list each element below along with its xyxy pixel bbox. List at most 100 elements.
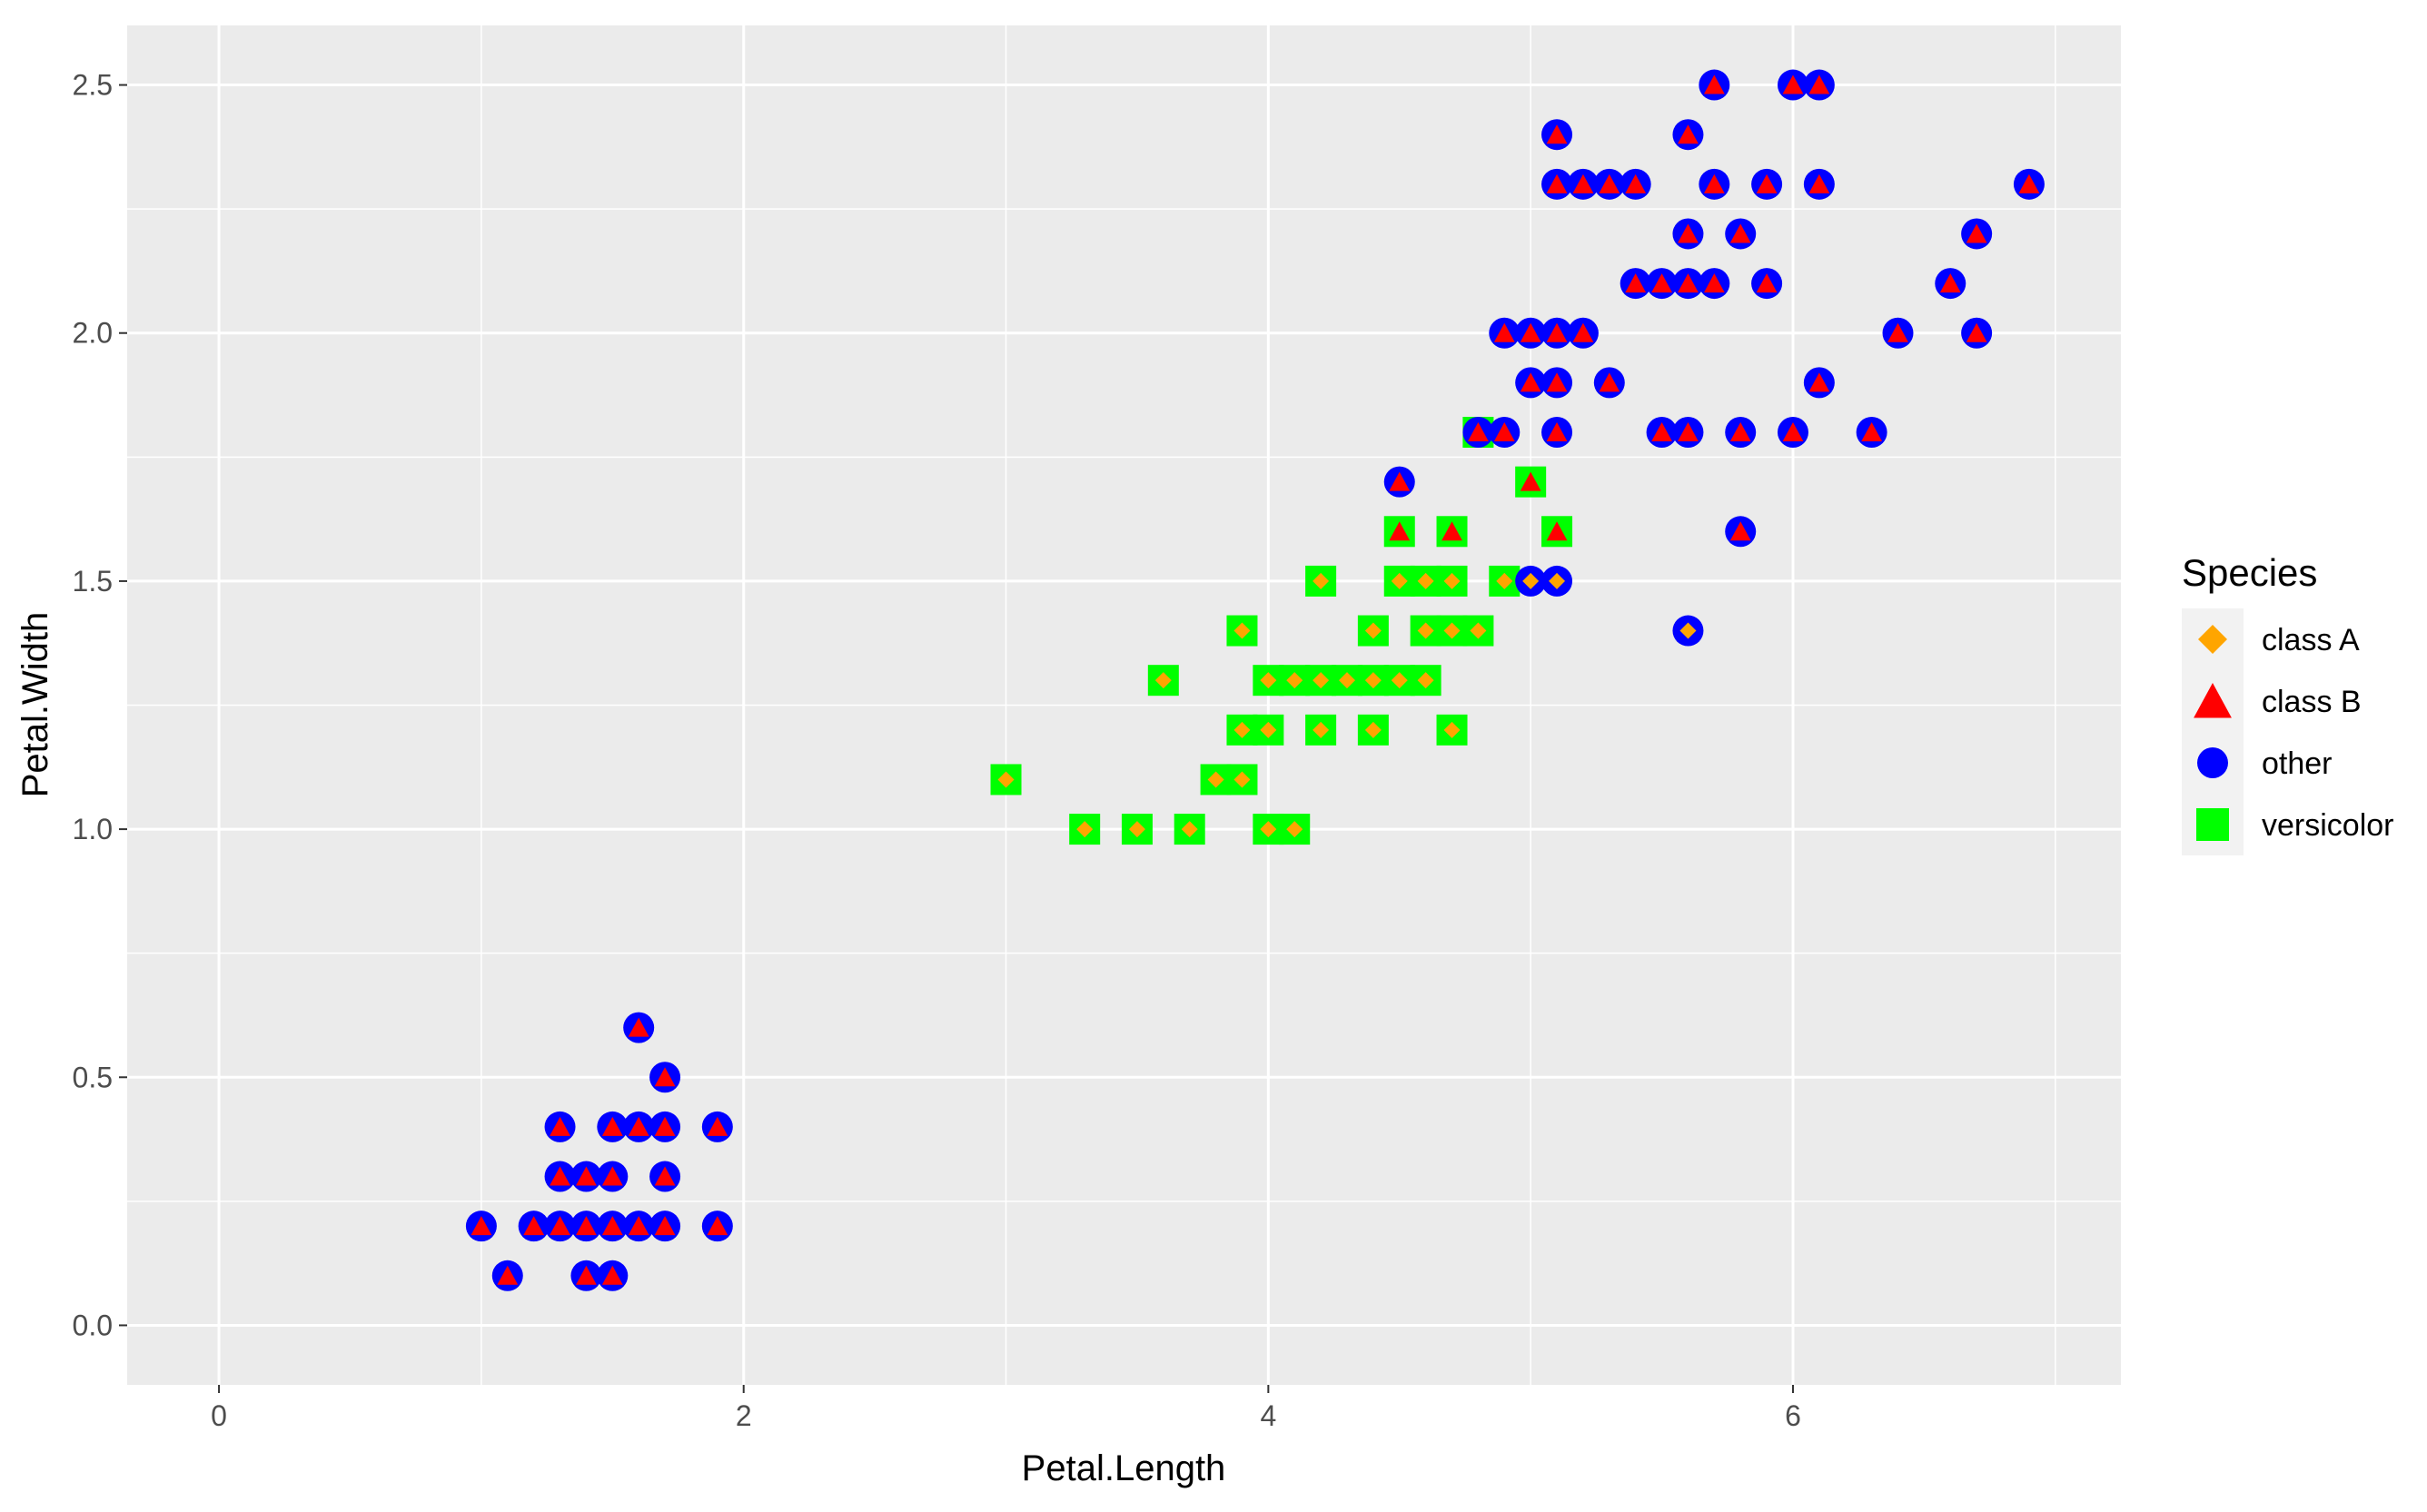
point-triangle-marker: [1729, 223, 1751, 243]
point-triangle-marker: [628, 1116, 649, 1136]
y-axis-title: Petal.Width: [15, 612, 55, 798]
point-triangle-marker: [628, 1216, 649, 1236]
data-point-3.9-1.1: [1226, 764, 1258, 796]
data-point-1.2-0.2: [518, 1211, 550, 1242]
data-point-6.1-2.3: [1803, 168, 1835, 200]
legend-label: versicolor: [2262, 808, 2393, 843]
data-point-4.1-1.3: [1279, 665, 1311, 697]
y-tick-label: 2.5: [73, 69, 113, 102]
point-diamond-marker: [1549, 572, 1566, 589]
data-point-1.6-0.2: [623, 1211, 655, 1242]
legend-label: other: [2262, 746, 2333, 781]
data-point-5.1-2.4: [1541, 119, 1573, 151]
data-point-5.2-2.3: [1567, 168, 1599, 200]
point-diamond-marker: [1364, 721, 1382, 738]
legend-triangle-icon: [2194, 683, 2232, 718]
point-triangle-marker: [654, 1216, 676, 1236]
data-point-4.7-1.4: [1436, 615, 1468, 647]
point-diamond-marker: [1313, 672, 1330, 689]
point-triangle-marker: [1678, 422, 1699, 442]
legend-item-class-B: class B: [2182, 670, 2362, 732]
data-point-5.1-1.6: [1541, 516, 1573, 548]
point-triangle-marker: [1782, 74, 1804, 94]
data-point-5.9-2.1: [1751, 268, 1783, 300]
point-diamond-marker: [1286, 821, 1303, 838]
y-tick-label: 1.5: [73, 565, 113, 598]
data-point-1.5-0.2: [597, 1211, 629, 1242]
point-triangle-marker: [654, 1166, 676, 1186]
point-diamond-marker: [997, 771, 1015, 788]
data-point-5.8-1.8: [1725, 417, 1757, 449]
point-triangle-marker: [1625, 273, 1647, 293]
data-point-5.3-2.3: [1593, 168, 1625, 200]
point-diamond-marker: [1417, 572, 1434, 589]
data-point-4.5-1.3: [1383, 665, 1415, 697]
data-point-1.3-0.3: [544, 1161, 576, 1192]
point-triangle-marker: [1703, 74, 1725, 94]
x-tick-label: 4: [1260, 1399, 1276, 1432]
point-triangle-marker: [601, 1216, 623, 1236]
data-point-4.7-1.5: [1436, 565, 1468, 597]
data-point-4-1.2: [1253, 714, 1284, 746]
point-diamond-marker: [1233, 622, 1251, 639]
point-triangle-marker: [1678, 223, 1699, 243]
data-point-4.5-1.5: [1383, 565, 1415, 597]
point-diamond-marker: [1313, 572, 1330, 589]
legend-label: class A: [2262, 623, 2360, 657]
data-point-6.1-2.5: [1803, 69, 1835, 101]
point-triangle-marker: [497, 1265, 519, 1285]
point-diamond-marker: [1417, 622, 1434, 639]
point-triangle-marker: [550, 1166, 570, 1186]
data-point-1.4-0.1: [570, 1260, 602, 1291]
data-point-4.9-1.5: [1489, 565, 1521, 597]
axis-ticks: 0 2 4 6 0.0 0.5 1.0 1.5 2.0 2.5: [73, 69, 1801, 1432]
data-point-3.5-1: [1121, 814, 1153, 845]
data-point-1.7-0.5: [649, 1062, 681, 1093]
point-triangle-marker: [576, 1166, 597, 1186]
y-tick-label: 2.0: [73, 317, 113, 350]
data-point-3.8-1.1: [1200, 764, 1232, 796]
point-triangle-marker: [576, 1216, 597, 1236]
data-point-5.8-1.6: [1725, 516, 1757, 548]
data-point-5.7-2.1: [1699, 268, 1730, 300]
data-point-4.2-1.3: [1305, 665, 1337, 697]
point-triangle-marker: [1493, 422, 1515, 442]
data-point-4-1: [1253, 814, 1284, 845]
data-point-3.9-1.4: [1226, 615, 1258, 647]
data-point-6.6-2.1: [1935, 268, 1966, 300]
point-triangle-marker: [1756, 273, 1778, 293]
y-tick-label: 1.0: [73, 813, 113, 845]
data-point-5.2-2: [1567, 317, 1599, 349]
point-diamond-marker: [1154, 672, 1172, 689]
data-point-4.5-1.6: [1383, 516, 1415, 548]
point-diamond-marker: [1338, 672, 1355, 689]
x-tick-label: 2: [736, 1399, 752, 1432]
data-point-5.1-2.3: [1541, 168, 1573, 200]
point-triangle-marker: [1678, 273, 1699, 293]
point-triangle-marker: [707, 1116, 728, 1136]
data-point-3.9-1.2: [1226, 714, 1258, 746]
data-point-1.4-0.3: [570, 1161, 602, 1192]
data-point-5.6-2.4: [1672, 119, 1704, 151]
legend-item-versicolor: versicolor: [2182, 794, 2393, 855]
data-point-6.3-1.8: [1856, 417, 1887, 449]
point-diamond-marker: [1233, 721, 1251, 738]
legend-circle-icon: [2197, 747, 2228, 778]
point-diamond-marker: [1207, 771, 1224, 788]
data-point-5.1-1.8: [1541, 417, 1573, 449]
data-point-4.1-1: [1279, 814, 1311, 845]
point-triangle-marker: [1939, 273, 1961, 293]
data-point-4.8-1.8: [1462, 417, 1494, 449]
y-tick-label: 0.5: [73, 1061, 113, 1093]
point-triangle-marker: [1651, 273, 1672, 293]
data-point-4.4-1.2: [1357, 714, 1389, 746]
point-triangle-marker: [1546, 372, 1568, 392]
point-diamond-marker: [1076, 821, 1094, 838]
legend-square-icon: [2196, 808, 2229, 841]
data-point-4.5-1.7: [1383, 466, 1415, 498]
point-triangle-marker: [1546, 322, 1568, 342]
point-triangle-marker: [1520, 322, 1541, 342]
data-point-1.3-0.4: [544, 1111, 576, 1142]
